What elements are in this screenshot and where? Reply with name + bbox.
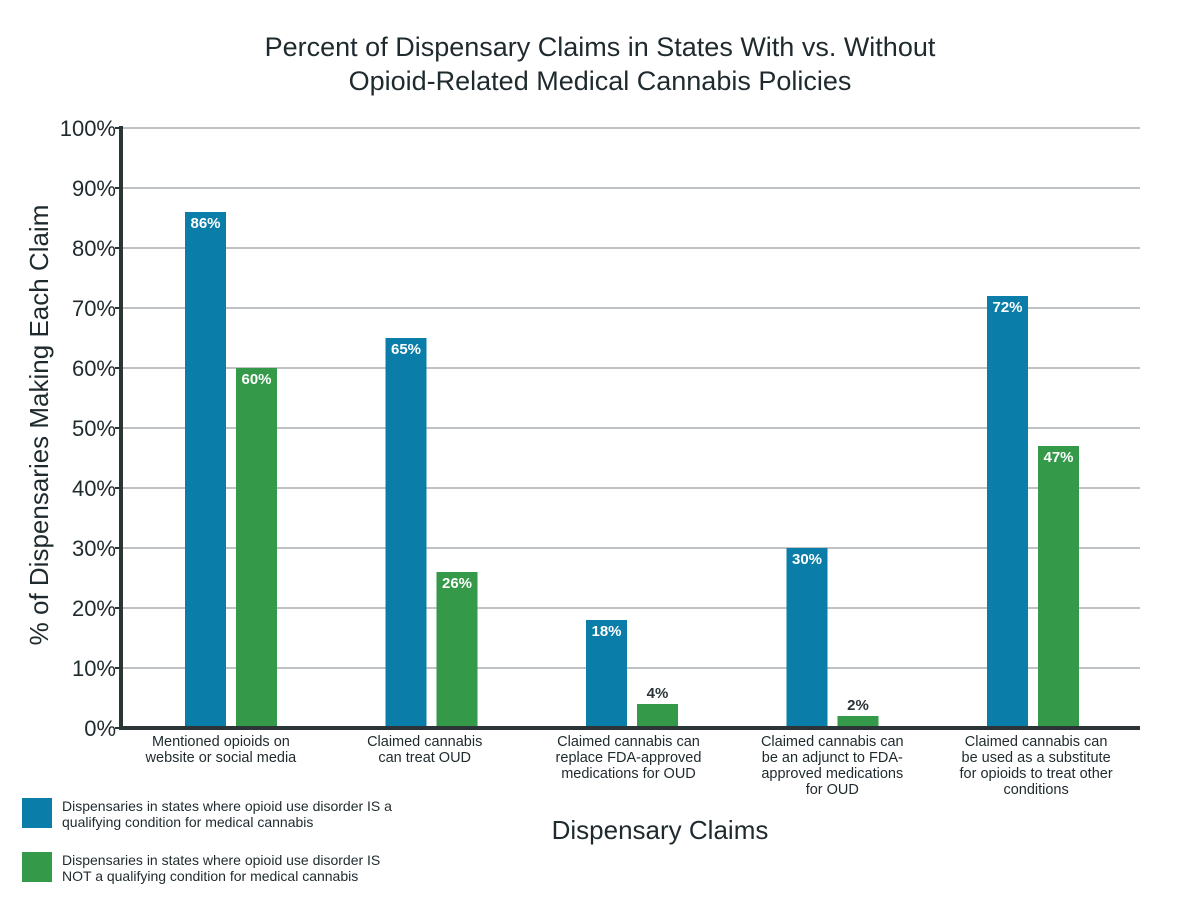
legend-item-is-qualifying: Dispensaries in states where opioid use … [22, 798, 482, 830]
bar-not-qualifying [837, 716, 879, 728]
data-label: 4% [647, 685, 669, 702]
x-tick-label: Claimed cannabis can treat OUD [367, 734, 482, 766]
bar-is-qualifying [786, 548, 828, 728]
y-tick-label: 90% [72, 176, 116, 201]
y-tick-label: 20% [72, 596, 116, 621]
x-tick-label-line: approved medications [761, 766, 903, 782]
y-tick-label: 30% [72, 536, 116, 561]
y-tick-label: 10% [72, 656, 116, 681]
x-tick-label: Claimed cannabis can be an adjunct to FDA… [761, 734, 904, 798]
y-tick-label: 40% [72, 476, 116, 501]
labels: 0% 10% 20% 30% 40% 50% 60% 70% 80% 90% 100% 86% 60% M… [24, 116, 1113, 798]
x-tick-label-line: be used as a substitute [962, 750, 1111, 766]
x-tick-label-line: be an adjunct to FDA- [762, 750, 903, 766]
x-tick-label-line: Claimed cannabis can [761, 734, 904, 750]
legend-label: Dispensaries in states where opioid use … [62, 798, 482, 830]
legend-label-line: NOT a qualifying condition for medical c… [62, 868, 359, 884]
legend-swatch-green [22, 852, 52, 882]
axes [115, 126, 1140, 730]
data-label: 60% [241, 371, 271, 388]
x-tick-label-line: Mentioned opioids on [152, 734, 290, 750]
grid-lines [121, 127, 1140, 669]
x-tick-label-line: can treat OUD [378, 750, 471, 766]
x-tick-label-line: conditions [1003, 782, 1068, 798]
bar-is-qualifying [385, 338, 427, 728]
y-axis-label: % of Dispensaries Making Each Claim [24, 205, 54, 646]
data-label: 86% [190, 215, 220, 232]
x-tick-label: Mentioned opioids on website or social me… [145, 734, 298, 766]
legend-swatch-blue [22, 798, 52, 828]
y-tick-label: 80% [72, 236, 116, 261]
x-axis-label: Dispensary Claims [551, 815, 769, 845]
x-tick-label-line: Claimed cannabis can [557, 734, 700, 750]
legend-label-line: Dispensaries in states where opioid use … [62, 852, 381, 868]
data-label: 47% [1043, 449, 1073, 466]
bar-not-qualifying [436, 572, 478, 728]
y-tick-label: 50% [72, 416, 116, 441]
x-tick-label-line: website or social media [145, 750, 298, 766]
bars [185, 212, 1079, 728]
x-tick-label-line: medications for OUD [561, 766, 696, 782]
bar-is-qualifying [586, 620, 627, 728]
legend-label-line: qualifying condition for medical cannabi… [62, 814, 314, 830]
x-tick-label-line: for opioids to treat other [960, 766, 1113, 782]
y-tick-label: 60% [72, 356, 116, 381]
x-tick-label-line: Claimed cannabis can [965, 734, 1108, 750]
y-tick-label: 70% [72, 296, 116, 321]
legend-label-line: Dispensaries in states where opioid use … [62, 798, 392, 814]
chart-title-line-2: Opioid-Related Medical Cannabis Policies [348, 66, 852, 96]
data-label: 72% [992, 299, 1022, 316]
chart-title-line-1: Percent of Dispensary Claims in States W… [264, 32, 936, 62]
x-tick-label-line: replace FDA-approved [556, 750, 702, 766]
bar-not-qualifying [637, 704, 678, 728]
data-label: 65% [391, 341, 421, 358]
x-tick-label-line: Claimed cannabis [367, 734, 482, 750]
x-tick-label-line: for OUD [806, 782, 859, 798]
x-tick-label: Claimed cannabis can be used as a substit… [960, 734, 1113, 798]
x-tick-label: Claimed cannabis can replace FDA-approved… [556, 734, 702, 782]
bar-not-qualifying [1038, 446, 1079, 728]
data-label: 30% [792, 551, 822, 568]
chart-title: Percent of Dispensary Claims in States W… [0, 30, 1200, 98]
data-label: 2% [847, 697, 869, 714]
bar-not-qualifying [236, 368, 277, 728]
y-tick-label: 100% [60, 116, 116, 141]
data-label: 26% [442, 575, 472, 592]
bar-is-qualifying [987, 296, 1028, 728]
legend-label: Dispensaries in states where opioid use … [62, 852, 482, 884]
data-label: 18% [591, 623, 621, 640]
legend-item-not-qualifying: Dispensaries in states where opioid use … [22, 852, 482, 884]
bar-is-qualifying [185, 212, 226, 728]
y-tick-label: 0% [84, 716, 116, 741]
